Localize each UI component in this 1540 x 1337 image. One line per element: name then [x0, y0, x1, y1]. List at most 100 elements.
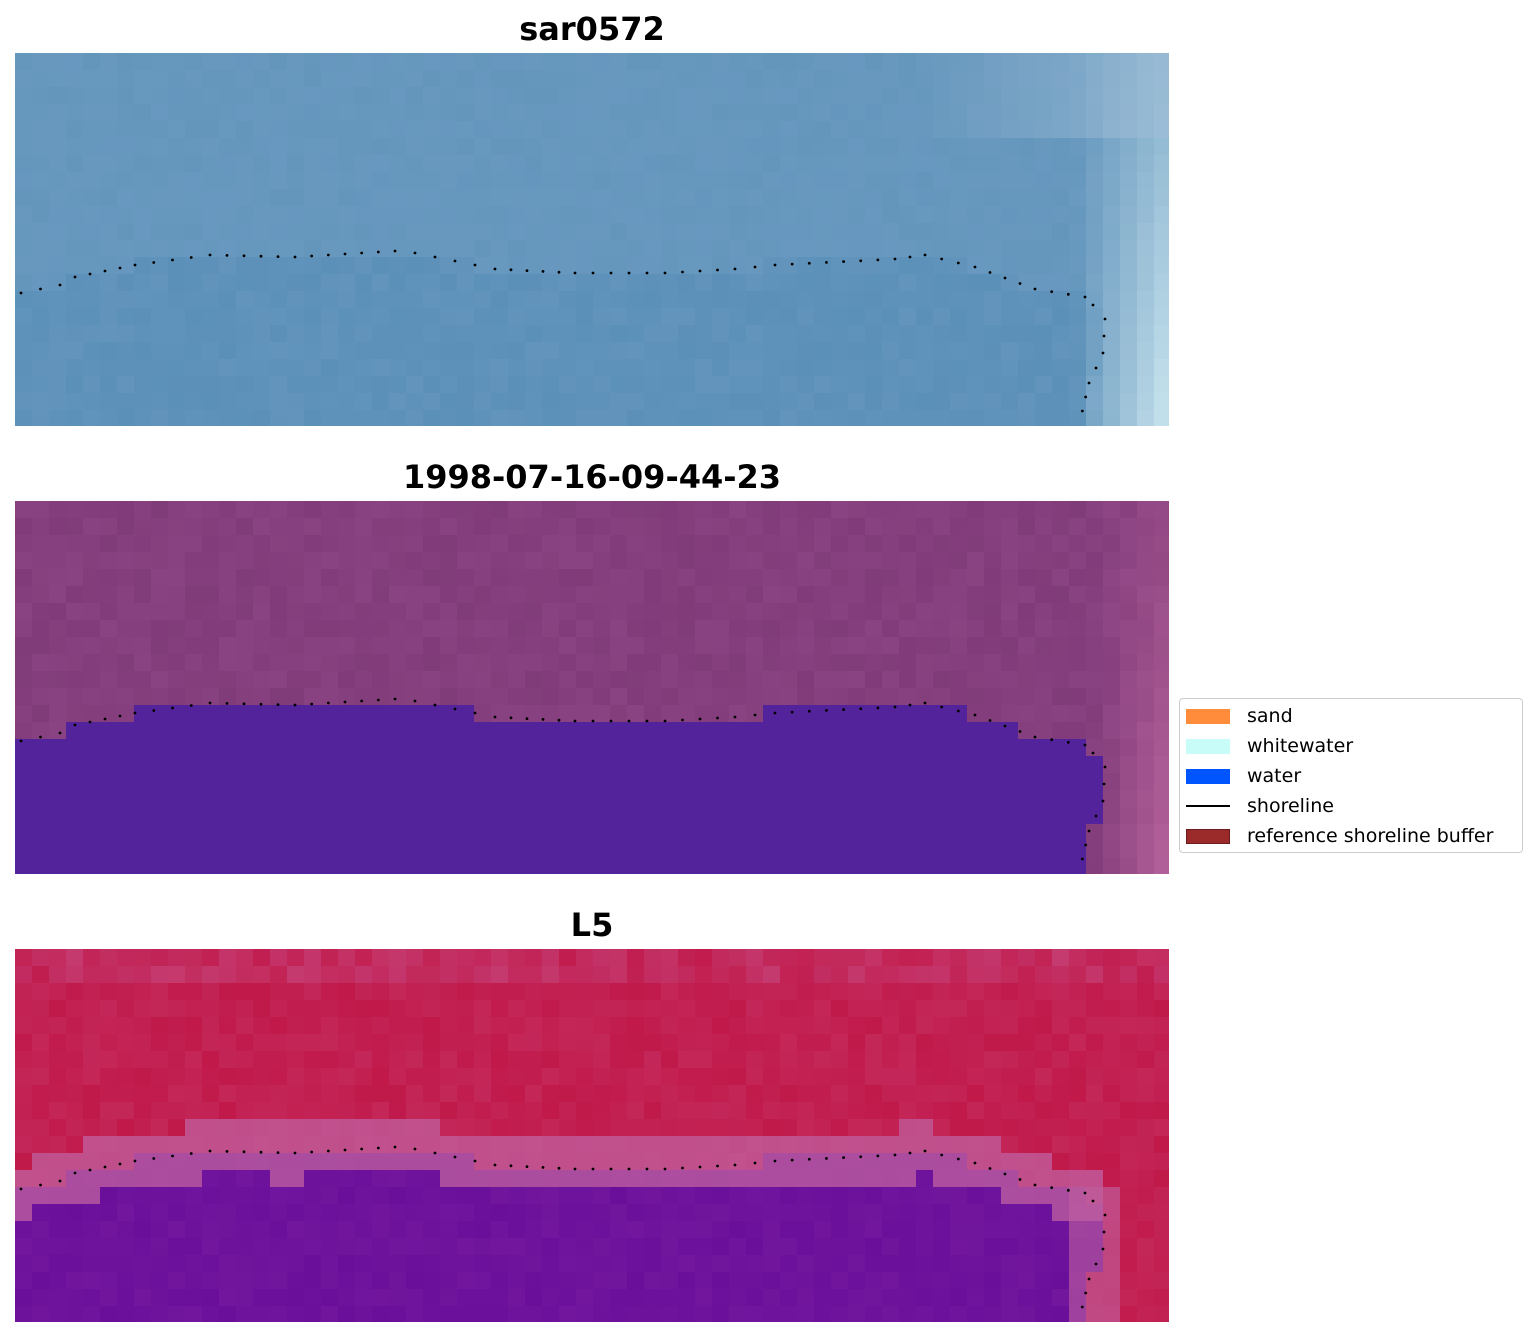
- image-pixel: [423, 739, 441, 757]
- image-pixel: [899, 138, 917, 156]
- image-pixel: [423, 291, 441, 309]
- image-pixel: [83, 308, 101, 326]
- image-pixel: [355, 342, 373, 360]
- image-pixel: [814, 342, 832, 360]
- image-pixel: [712, 756, 730, 774]
- image-pixel: [916, 1102, 934, 1120]
- image-pixel: [763, 1000, 781, 1018]
- image-pixel: [678, 274, 696, 292]
- image-pixel: [661, 535, 679, 553]
- image-pixel: [66, 739, 84, 757]
- image-pixel: [1001, 535, 1019, 553]
- image-pixel: [406, 1255, 424, 1273]
- image-pixel: [644, 824, 662, 842]
- image-pixel: [576, 53, 594, 71]
- image-pixel: [763, 858, 781, 874]
- image-pixel: [491, 138, 509, 156]
- image-pixel: [66, 824, 84, 842]
- image-pixel: [1069, 53, 1087, 71]
- image-pixel: [848, 552, 866, 570]
- image-pixel: [1154, 155, 1169, 173]
- image-pixel: [491, 325, 509, 343]
- image-pixel: [423, 53, 441, 71]
- image-pixel: [848, 671, 866, 689]
- image-pixel: [729, 1000, 747, 1018]
- image-pixel: [780, 688, 798, 706]
- image-pixel: [831, 654, 849, 672]
- image-pixel: [916, 1051, 934, 1069]
- image-pixel: [117, 620, 135, 638]
- image-pixel: [372, 654, 390, 672]
- image-pixel: [729, 1255, 747, 1273]
- image-pixel: [559, 1187, 577, 1205]
- image-pixel: [746, 1136, 764, 1154]
- image-pixel: [15, 1187, 33, 1205]
- image-pixel: [100, 603, 118, 621]
- image-pixel: [831, 223, 849, 241]
- image-pixel: [542, 376, 560, 394]
- image-pixel: [406, 671, 424, 689]
- image-pixel: [678, 1119, 696, 1137]
- image-pixel: [1018, 410, 1036, 426]
- image-pixel: [746, 688, 764, 706]
- image-pixel: [1035, 705, 1053, 723]
- image-pixel: [576, 773, 594, 791]
- image-pixel: [1103, 535, 1121, 553]
- image-pixel: [1103, 1187, 1121, 1205]
- image-pixel: [525, 1306, 543, 1322]
- image-pixel: [321, 705, 339, 723]
- image-pixel: [287, 671, 305, 689]
- image-pixel: [848, 376, 866, 394]
- image-pixel: [882, 807, 900, 825]
- shoreline-point: [716, 1164, 719, 1168]
- image-pixel: [236, 223, 254, 241]
- image-pixel: [236, 121, 254, 139]
- image-pixel: [83, 535, 101, 553]
- image-pixel: [967, 325, 985, 343]
- image-pixel: [15, 569, 33, 587]
- image-pixel: [916, 841, 934, 859]
- image-pixel: [321, 1170, 339, 1188]
- image-pixel: [117, 308, 135, 326]
- image-pixel: [270, 637, 288, 655]
- image-pixel: [423, 1051, 441, 1069]
- image-pixel: [304, 1306, 322, 1322]
- image-pixel: [134, 1051, 152, 1069]
- image-pixel: [984, 376, 1002, 394]
- image-pixel: [491, 552, 509, 570]
- image-pixel: [406, 637, 424, 655]
- shoreline-point: [326, 701, 330, 705]
- image-pixel: [287, 257, 305, 275]
- image-pixel: [729, 756, 747, 774]
- image-pixel: [865, 87, 883, 105]
- image-pixel: [423, 949, 441, 967]
- image-pixel: [1154, 983, 1169, 1001]
- image-pixel: [423, 138, 441, 156]
- image-pixel: [1103, 291, 1121, 309]
- image-pixel: [355, 104, 373, 122]
- image-pixel: [1086, 603, 1104, 621]
- image-pixel: [66, 155, 84, 173]
- image-pixel: [440, 291, 458, 309]
- image-pixel: [100, 104, 118, 122]
- shoreline-point: [19, 739, 23, 743]
- image-pixel: [66, 291, 84, 309]
- image-pixel: [185, 569, 203, 587]
- image-pixel: [695, 393, 713, 411]
- image-pixel: [457, 535, 475, 553]
- image-pixel: [1154, 189, 1169, 207]
- image-pixel: [219, 223, 237, 241]
- image-pixel: [559, 966, 577, 984]
- image-pixel: [593, 1136, 611, 1154]
- image-pixel: [729, 518, 747, 536]
- image-pixel: [576, 858, 594, 874]
- image-pixel: [1001, 1034, 1019, 1052]
- image-pixel: [253, 1221, 271, 1239]
- image-pixel: [372, 586, 390, 604]
- image-pixel: [440, 1238, 458, 1256]
- image-pixel: [355, 155, 373, 173]
- image-pixel: [814, 722, 832, 740]
- image-pixel: [644, 790, 662, 808]
- image-pixel: [236, 410, 254, 426]
- image-pixel: [66, 966, 84, 984]
